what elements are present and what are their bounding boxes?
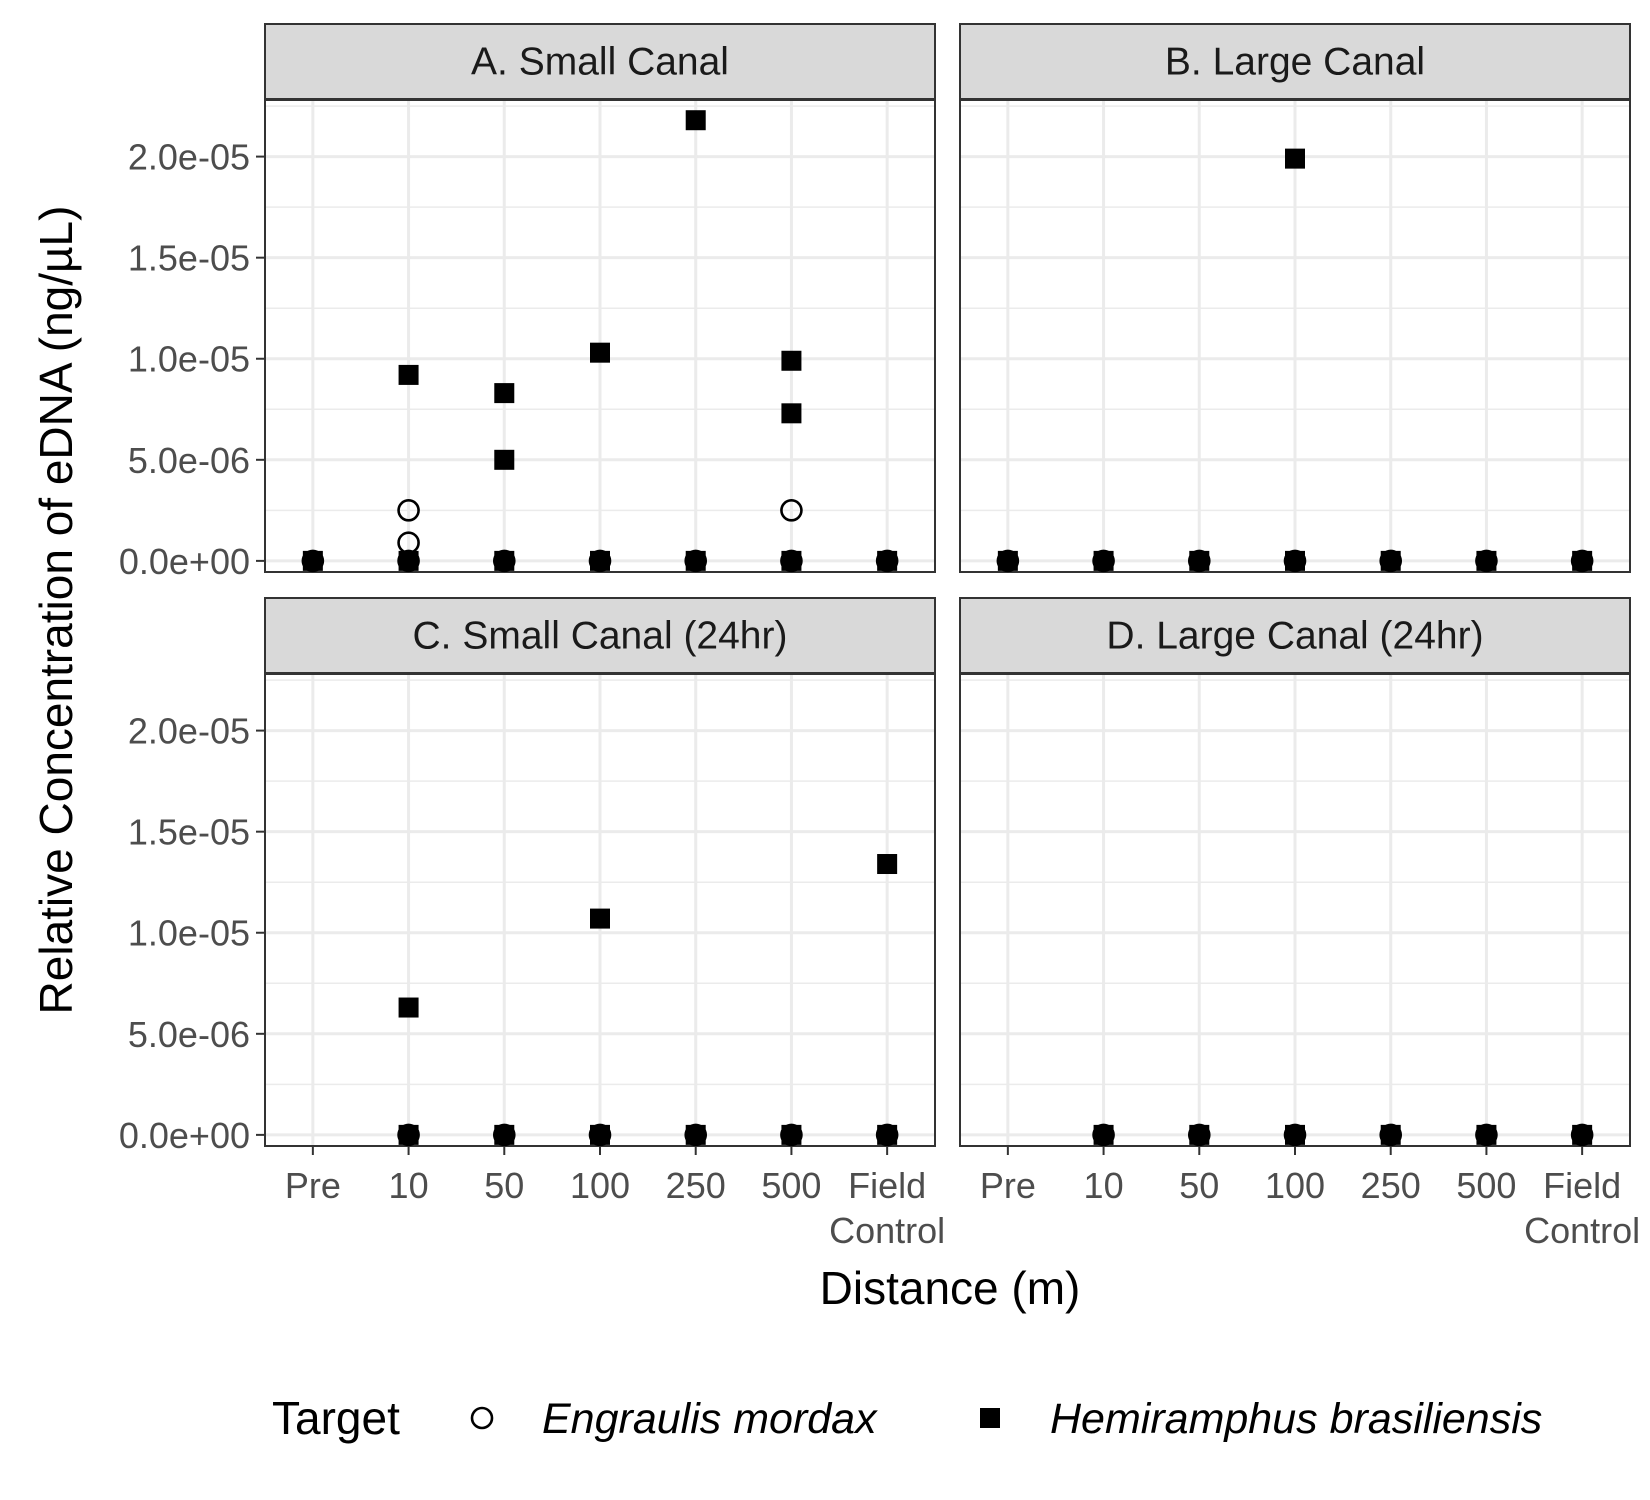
point-hemiramphus-brasiliensis bbox=[590, 550, 610, 571]
x-tick-label: 250 bbox=[1361, 1165, 1421, 1206]
point-hemiramphus-brasiliensis bbox=[494, 550, 515, 571]
y-tick-label: 5.0e-06 bbox=[128, 1014, 250, 1055]
point-hemiramphus-brasiliensis bbox=[1380, 550, 1401, 571]
panel-strip bbox=[264, 23, 936, 100]
point-hemiramphus-brasiliensis bbox=[685, 1124, 706, 1145]
point-hemiramphus-brasiliensis bbox=[398, 550, 419, 571]
point-hemiramphus-brasiliensis bbox=[590, 342, 610, 363]
point-hemiramphus-brasiliensis bbox=[1189, 1124, 1210, 1145]
point-engraulis-mordax bbox=[397, 499, 420, 522]
x-tick-label: Pre bbox=[285, 1165, 341, 1206]
panel-1: A. Small Canal 0.0e+00 5.0e-06 1.0e-05 1.5e-… bbox=[119, 23, 936, 582]
point-hemiramphus-brasiliensis bbox=[1189, 550, 1210, 571]
point-hemiramphus-brasiliensis bbox=[1285, 1124, 1305, 1145]
legend-key-engraulis-mordax bbox=[470, 1406, 494, 1430]
point-hemiramphus-brasiliensis bbox=[590, 908, 610, 929]
legend-key-hemiramphus-brasiliensis bbox=[980, 1408, 1000, 1428]
point-hemiramphus-brasiliensis bbox=[1285, 550, 1305, 571]
y-tick-label: 1.0e-05 bbox=[128, 339, 250, 380]
point-hemiramphus-brasiliensis bbox=[494, 449, 515, 470]
point-hemiramphus-brasiliensis bbox=[1380, 1124, 1401, 1145]
legend-label-hemiramphus-brasiliensis: Hemiramphus brasiliensis bbox=[1050, 1395, 1542, 1443]
point-hemiramphus-brasiliensis bbox=[781, 350, 802, 371]
legend-label-engraulis-mordax: Engraulis mordax bbox=[542, 1395, 878, 1443]
x-tick-label: Field Control bbox=[829, 1165, 945, 1251]
panel-title: B. Large Canal bbox=[1165, 41, 1425, 84]
y-axis-title: Relative Concentration of eDNA (ng/µL) bbox=[30, 206, 82, 1015]
point-hemiramphus-brasiliensis bbox=[398, 1124, 419, 1145]
point-hemiramphus-brasiliensis bbox=[1572, 1124, 1593, 1145]
point-hemiramphus-brasiliensis bbox=[781, 1124, 802, 1145]
point-hemiramphus-brasiliensis bbox=[494, 1124, 515, 1145]
panel-title: C. Small Canal (24hr) bbox=[413, 615, 788, 658]
legend-title: Target bbox=[272, 1392, 400, 1444]
point-hemiramphus-brasiliensis bbox=[302, 550, 323, 571]
point-engraulis-mordax bbox=[780, 499, 803, 522]
panel-strip bbox=[959, 597, 1631, 674]
point-hemiramphus-brasiliensis bbox=[685, 110, 706, 131]
point-hemiramphus-brasiliensis bbox=[877, 550, 898, 571]
point-hemiramphus-brasiliensis bbox=[398, 997, 419, 1018]
panel-2: B. Large Canal bbox=[959, 23, 1631, 573]
panel-strip bbox=[959, 23, 1631, 100]
point-hemiramphus-brasiliensis bbox=[1476, 550, 1497, 571]
point-hemiramphus-brasiliensis bbox=[1093, 550, 1114, 571]
point-hemiramphus-brasiliensis bbox=[1476, 1124, 1497, 1145]
x-tick-label: 500 bbox=[761, 1165, 821, 1206]
point-hemiramphus-brasiliensis bbox=[877, 1124, 898, 1145]
y-tick-label: 0.0e+00 bbox=[119, 541, 250, 582]
x-tick-label: 50 bbox=[484, 1165, 524, 1206]
panel-title: D. Large Canal (24hr) bbox=[1106, 615, 1483, 658]
x-tick-label: 10 bbox=[389, 1165, 429, 1206]
chart-panels: A. Small Canal 0.0e+00 5.0e-06 1.0e-05 1.5e-… bbox=[119, 23, 1640, 1251]
panel-4: D. Large Canal (24hr) Pre 10 50 100 250 500 Fie… bbox=[959, 597, 1640, 1251]
x-tick-label: 10 bbox=[1084, 1165, 1124, 1206]
y-tick-label: 1.0e-05 bbox=[128, 913, 250, 954]
x-axis-title: Distance (m) bbox=[820, 1262, 1081, 1314]
y-tick-label: 2.0e-05 bbox=[128, 137, 250, 178]
panel-title: A. Small Canal bbox=[471, 41, 729, 84]
y-tick-label: 1.5e-05 bbox=[128, 238, 250, 279]
panel-3: C. Small Canal (24hr) 0.0e+00 5.0e-06 1.0e-… bbox=[119, 597, 945, 1251]
point-hemiramphus-brasiliensis bbox=[1093, 1124, 1114, 1145]
point-hemiramphus-brasiliensis bbox=[1572, 550, 1593, 571]
point-hemiramphus-brasiliensis bbox=[1285, 148, 1305, 169]
x-tick-label: Pre bbox=[980, 1165, 1036, 1206]
x-tick-label: 100 bbox=[1265, 1165, 1325, 1206]
point-hemiramphus-brasiliensis bbox=[494, 383, 515, 404]
x-tick-label: 100 bbox=[570, 1165, 630, 1206]
x-tick-label: 50 bbox=[1179, 1165, 1219, 1206]
y-tick-label: 0.0e+00 bbox=[119, 1115, 250, 1156]
point-hemiramphus-brasiliensis bbox=[877, 854, 898, 875]
x-tick-label: Field Control bbox=[1524, 1165, 1640, 1251]
y-tick-label: 5.0e-06 bbox=[128, 440, 250, 481]
point-hemiramphus-brasiliensis bbox=[781, 403, 802, 424]
y-tick-label: 1.5e-05 bbox=[128, 812, 250, 853]
point-hemiramphus-brasiliensis bbox=[781, 550, 802, 571]
y-tick-label: 2.0e-05 bbox=[128, 711, 250, 752]
point-hemiramphus-brasiliensis bbox=[590, 1124, 610, 1145]
point-hemiramphus-brasiliensis bbox=[997, 550, 1018, 571]
x-tick-label: 500 bbox=[1456, 1165, 1516, 1206]
legend: Target Engraulis mordax Hemiramphus brasil… bbox=[272, 1392, 1542, 1444]
point-hemiramphus-brasiliensis bbox=[398, 364, 419, 385]
point-hemiramphus-brasiliensis bbox=[685, 550, 706, 571]
panel-strip bbox=[264, 597, 936, 674]
x-tick-label: 250 bbox=[666, 1165, 726, 1206]
